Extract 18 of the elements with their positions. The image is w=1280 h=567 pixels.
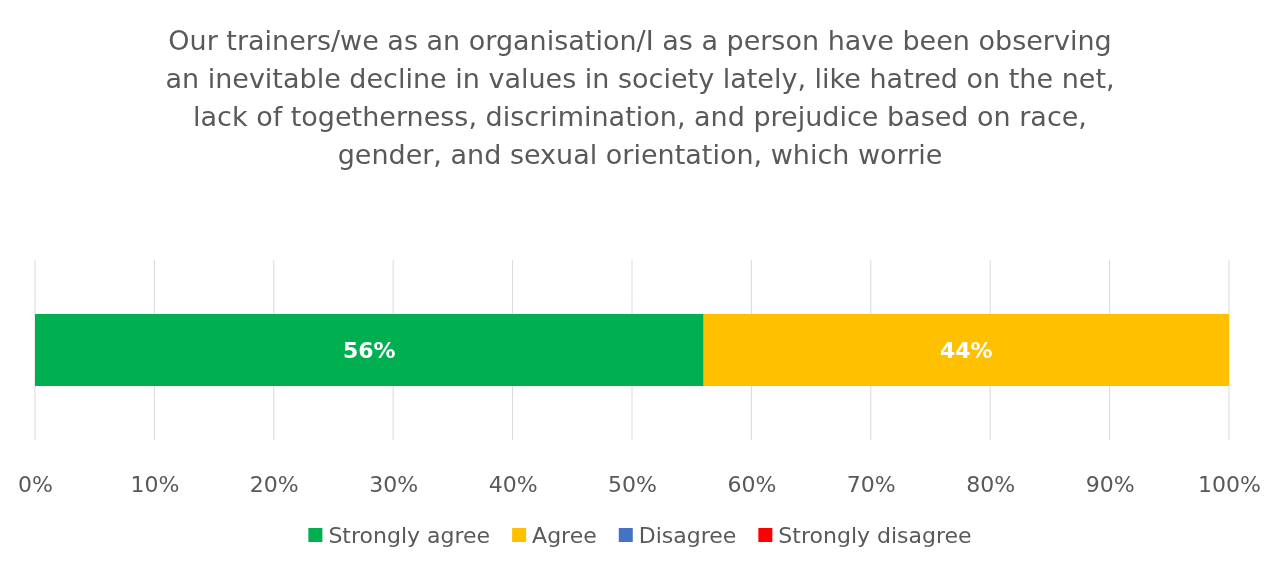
x-tick-label: 50%: [608, 471, 657, 497]
x-tick-label: 0%: [18, 471, 53, 497]
x-tick-label: 40%: [488, 471, 538, 497]
legend-label: Strongly agree: [328, 522, 491, 548]
legend-label: Disagree: [638, 522, 737, 548]
x-tick-label: 80%: [966, 471, 1016, 497]
x-tick-label: 100%: [1198, 471, 1261, 497]
x-tick-label: 10%: [130, 471, 180, 497]
x-tick-label: 30%: [369, 471, 419, 497]
x-tick-label: 60%: [727, 471, 777, 497]
data-label: 56%: [342, 337, 396, 363]
x-tick-label: 70%: [846, 471, 896, 497]
data-label: 44%: [939, 337, 993, 363]
legend-label: Agree: [532, 522, 597, 548]
x-tick-label: 90%: [1085, 471, 1135, 497]
chart-title: Our trainers/we as an organisation/I as a person have been observing an inevitable decline in values in society lately, like hatred on the net, lack of togetherness, discrimination, and prejudice based on race, gender, and sexual orientation, which worrie: [165, 25, 1115, 170]
legend-label: Strongly disagree: [778, 522, 972, 548]
x-tick-label: 20%: [249, 471, 299, 497]
